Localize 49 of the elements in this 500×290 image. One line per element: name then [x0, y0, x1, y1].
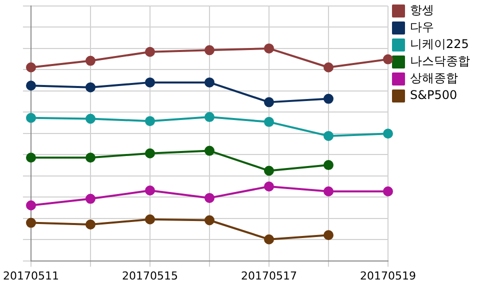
legend-label: S&P500	[410, 88, 458, 102]
point	[26, 218, 36, 228]
point	[144, 148, 155, 158]
point	[383, 186, 393, 196]
point	[144, 77, 155, 88]
point	[264, 43, 274, 54]
point	[85, 194, 96, 204]
legend-label: 항셍	[410, 3, 434, 18]
point	[85, 56, 96, 66]
point	[144, 46, 155, 57]
point	[383, 128, 393, 139]
point	[264, 181, 274, 192]
point	[26, 112, 36, 123]
legend-label: 니케이225	[410, 37, 469, 52]
point	[26, 200, 36, 210]
point	[204, 77, 214, 88]
point	[26, 62, 36, 72]
x-tick-label: 20170511	[2, 269, 59, 282]
point	[324, 160, 334, 170]
point	[204, 215, 214, 226]
legend-label: 나스닥종합	[410, 54, 470, 68]
point	[204, 192, 214, 203]
point	[26, 152, 36, 163]
x-tick-label: 20170515	[122, 269, 178, 282]
legend-label: 다우	[410, 20, 434, 34]
point	[144, 186, 155, 196]
point	[264, 97, 274, 108]
point	[144, 116, 155, 126]
point	[324, 94, 334, 104]
point	[264, 166, 274, 176]
point	[324, 130, 334, 141]
point	[85, 152, 96, 163]
x-tick-label: 20170517	[241, 269, 297, 282]
point	[324, 186, 334, 196]
point	[85, 114, 96, 124]
legend-label: 상해종합	[410, 71, 458, 86]
point	[85, 82, 96, 92]
point	[264, 116, 274, 127]
point	[383, 54, 393, 64]
point	[26, 80, 36, 91]
point	[85, 219, 96, 230]
point	[324, 62, 334, 72]
point	[264, 234, 274, 244]
point	[204, 146, 214, 156]
point	[144, 214, 155, 224]
point	[324, 230, 334, 240]
point	[204, 112, 214, 122]
x-tick-label: 20170519	[360, 269, 416, 282]
point	[204, 45, 214, 56]
